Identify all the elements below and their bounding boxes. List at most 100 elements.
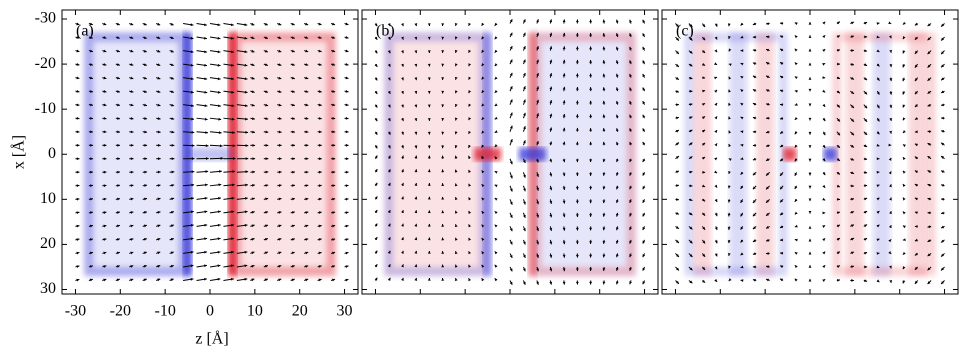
arrow-head xyxy=(332,211,336,215)
arrow-head xyxy=(414,50,418,54)
arrow-head xyxy=(562,254,566,258)
arrow-head xyxy=(374,50,378,54)
arrow-head xyxy=(90,76,93,80)
arrow-head xyxy=(454,237,458,241)
arrow-head xyxy=(562,268,566,272)
arrow-head xyxy=(836,90,840,94)
arrow-head xyxy=(889,197,892,201)
arrow-head xyxy=(374,264,378,268)
arrow-head xyxy=(318,90,322,93)
arrow-head xyxy=(536,201,539,205)
arrow-head xyxy=(387,131,391,135)
arrow-head xyxy=(728,158,732,162)
arrow-head xyxy=(876,279,880,283)
arrow-head xyxy=(90,130,93,134)
arrow-head xyxy=(481,170,485,174)
arrow-head xyxy=(752,239,756,242)
arrow-head xyxy=(441,104,445,108)
arrow-head xyxy=(927,170,931,173)
arrow-head xyxy=(305,22,309,26)
arrow-head xyxy=(251,76,255,80)
arrow-head xyxy=(441,50,445,53)
arrow-head xyxy=(642,213,646,217)
vector-arrows xyxy=(75,19,945,285)
arrow-head xyxy=(244,23,248,27)
arrow-head xyxy=(889,211,892,215)
arrow-head xyxy=(675,77,679,80)
arrow-head xyxy=(914,91,918,95)
arrow-head xyxy=(441,117,445,121)
arrow-head xyxy=(822,49,826,52)
arrow-head xyxy=(549,19,553,23)
arrow-head xyxy=(851,118,854,122)
arrow-head xyxy=(332,157,336,161)
arrow-head xyxy=(589,281,593,285)
arrow-head xyxy=(231,63,234,67)
arrow-head xyxy=(468,76,472,80)
arrow-head xyxy=(728,130,732,134)
arrow-head xyxy=(676,103,679,107)
arrow-head xyxy=(740,185,744,189)
arrow-head xyxy=(780,158,784,162)
arrow-head xyxy=(642,141,646,145)
arrow-head xyxy=(876,22,880,26)
arrow-head xyxy=(171,103,175,107)
arrow-head xyxy=(220,156,224,160)
arrow-head xyxy=(332,76,336,80)
arrow-head xyxy=(536,228,539,232)
arrow-head xyxy=(509,72,513,76)
arrow-head xyxy=(454,117,458,121)
arrow-head xyxy=(345,224,349,228)
arrow-head xyxy=(318,184,322,188)
arrow-head xyxy=(902,78,906,82)
arrow-head xyxy=(103,157,107,161)
arrow-head xyxy=(345,184,349,188)
arrow-head xyxy=(794,265,798,269)
arrow-head xyxy=(728,278,732,282)
arrow-head xyxy=(414,250,418,254)
arrow-head xyxy=(941,103,944,107)
arrow-head xyxy=(927,103,931,107)
arrow-head xyxy=(278,278,282,282)
arrow-head xyxy=(144,143,148,147)
arrow-head xyxy=(219,144,223,148)
arrow-head xyxy=(191,183,195,187)
arrow-head xyxy=(575,268,579,272)
arrow-head xyxy=(117,211,120,214)
arrow-head xyxy=(218,183,222,187)
arrow-head xyxy=(427,145,431,149)
arrow-head xyxy=(345,238,349,241)
arrow-head xyxy=(157,63,161,66)
arrow-head xyxy=(414,169,418,173)
arrow-head xyxy=(509,99,513,103)
arrow-head xyxy=(90,197,93,201)
arrow-head xyxy=(441,251,445,254)
arrow-head xyxy=(752,89,756,92)
arrow-head xyxy=(509,86,513,90)
arrow-head xyxy=(876,184,880,188)
arrow-head xyxy=(629,199,632,203)
arrow-head xyxy=(144,197,147,201)
arrow-head xyxy=(522,159,526,163)
arrow-head xyxy=(780,225,784,228)
arrow-head xyxy=(780,199,783,203)
arrow-head xyxy=(401,50,404,54)
arrow-head xyxy=(689,170,693,174)
arrow-head xyxy=(914,117,918,120)
arrow-head xyxy=(941,281,944,285)
arrow-head xyxy=(494,130,498,133)
arrow-head xyxy=(374,155,378,159)
arrow-head xyxy=(602,60,606,63)
arrow-head xyxy=(191,117,195,121)
arrow-head xyxy=(190,250,194,254)
arrow-head xyxy=(218,104,221,108)
arrow-head xyxy=(468,155,471,159)
arrow-head xyxy=(217,90,221,94)
arrow-head xyxy=(914,78,918,82)
arrow-head xyxy=(927,23,931,27)
arrow-head xyxy=(191,104,194,108)
arrow-head xyxy=(675,90,679,93)
arrow-head xyxy=(728,48,732,52)
arrow-head xyxy=(130,117,134,120)
arrow-head xyxy=(851,62,854,66)
